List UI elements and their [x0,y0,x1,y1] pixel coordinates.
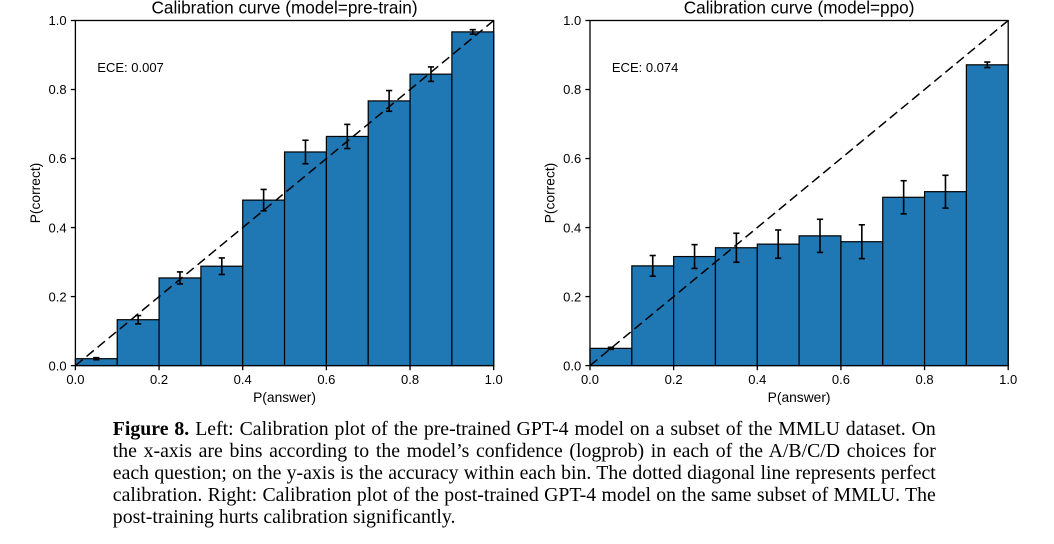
svg-text:0.4: 0.4 [49,220,67,235]
svg-text:0.0: 0.0 [581,372,599,387]
svg-text:1.0: 1.0 [49,13,67,28]
svg-text:0.4: 0.4 [234,372,252,387]
svg-text:0.0: 0.0 [66,372,84,387]
svg-text:0.8: 0.8 [916,372,934,387]
svg-text:1.0: 1.0 [563,13,581,28]
svg-text:0.2: 0.2 [49,289,67,304]
svg-text:P(answer): P(answer) [253,390,316,405]
svg-text:0.0: 0.0 [49,358,67,373]
svg-text:0.4: 0.4 [748,372,766,387]
svg-text:ECE: 0.007: ECE: 0.007 [97,60,164,75]
svg-text:ECE: 0.074: ECE: 0.074 [612,60,679,75]
svg-text:0.2: 0.2 [150,372,168,387]
svg-text:0.2: 0.2 [665,372,683,387]
svg-text:0.4: 0.4 [563,220,581,235]
svg-text:0.6: 0.6 [49,151,67,166]
svg-text:P(answer): P(answer) [768,390,831,405]
svg-text:0.6: 0.6 [832,372,850,387]
svg-text:P(correct): P(correct) [543,163,558,224]
svg-text:0.8: 0.8 [563,82,581,97]
svg-text:0.8: 0.8 [49,82,67,97]
svg-text:Calibration curve (model=pre-t: Calibration curve (model=pre-train) [152,0,418,18]
svg-text:P(correct): P(correct) [28,163,43,224]
svg-text:1.0: 1.0 [485,372,503,387]
svg-text:1.0: 1.0 [999,372,1017,387]
svg-text:0.2: 0.2 [563,289,581,304]
svg-text:Calibration curve (model=ppo): Calibration curve (model=ppo) [684,0,915,18]
svg-text:0.6: 0.6 [563,151,581,166]
svg-text:0.8: 0.8 [401,372,419,387]
svg-text:0.0: 0.0 [563,358,581,373]
svg-text:0.6: 0.6 [317,372,335,387]
